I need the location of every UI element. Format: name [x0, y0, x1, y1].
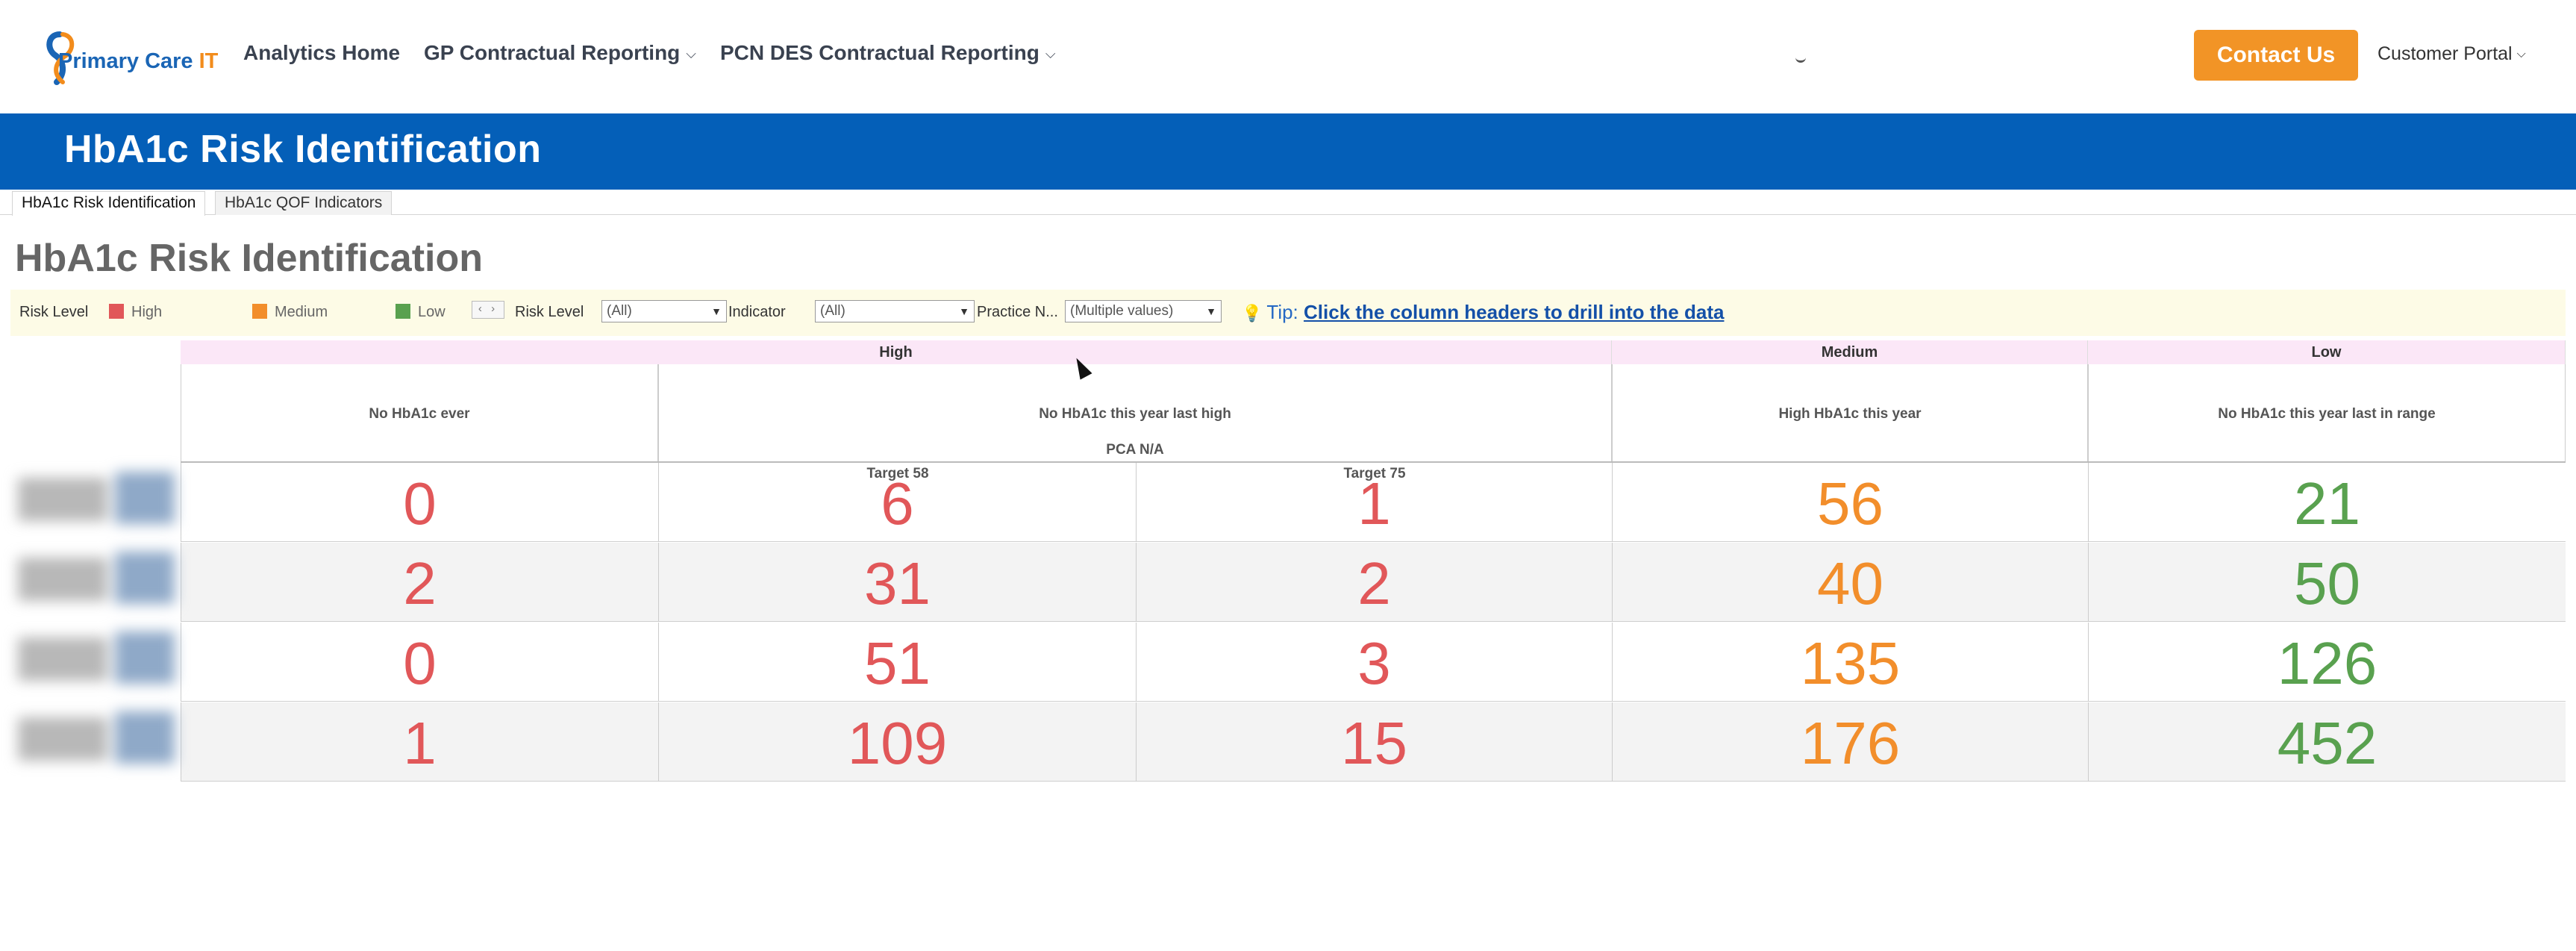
dashboard-tabs: HbA1c Risk Identification HbA1c QOF Indi…: [0, 190, 2576, 216]
filter-bar: Risk Level High Medium Low ‹ › Risk Leve…: [10, 290, 2566, 336]
table-cell[interactable]: 2: [1136, 543, 1612, 622]
risk-level-filter-label: Risk Level: [515, 304, 584, 320]
logo-text: rimary Care: [72, 49, 193, 73]
table-cell[interactable]: 3: [1136, 623, 1612, 702]
dropdown-arrow-icon: ▼: [711, 305, 722, 317]
legend-swatch-high[interactable]: [109, 304, 124, 319]
legend-label-low[interactable]: Low: [418, 304, 446, 320]
tab-hba1c-qof-indicators[interactable]: HbA1c QOF Indicators: [215, 191, 393, 215]
table-cell[interactable]: 135: [1612, 623, 2088, 702]
column-header-no-hba1c-this-year-last-high[interactable]: No HbA1c this year last high PCA N/A Tar…: [658, 364, 1612, 481]
table-cell[interactable]: 56: [1612, 463, 2088, 542]
customer-portal-menu[interactable]: Customer Portal ⌵: [2378, 43, 2526, 64]
contact-us-button[interactable]: Contact Us: [2194, 30, 2358, 81]
nav-pcn-des-contractual-reporting[interactable]: PCN DES Contractual Reporting ⌵: [720, 41, 1056, 64]
header-divider: [181, 461, 2566, 463]
indicator-dropdown[interactable]: (All) ▼: [815, 300, 975, 322]
chevron-down-icon: ⌵: [1045, 46, 1056, 62]
table-cell[interactable]: 176: [1612, 702, 2088, 782]
chevron-down-icon: ⌵: [686, 46, 696, 62]
logo-text-it: IT: [198, 49, 219, 73]
page-banner: HbA1c Risk Identification: [0, 113, 2576, 190]
table-row: 0 6 1 56 21: [181, 463, 2566, 542]
column-header-no-hba1c-ever[interactable]: No HbA1c ever: [181, 364, 658, 461]
dropdown-arrow-icon: ▼: [959, 305, 969, 317]
target-58-label: Target 58: [866, 466, 929, 481]
practice-filter-label: Practice N...: [977, 304, 1058, 320]
table-row: 2 31 2 40 50: [181, 543, 2566, 622]
loading-spinner-icon: [1795, 55, 1806, 63]
legend-swatch-medium[interactable]: [252, 304, 267, 319]
legend-swatch-low[interactable]: [396, 304, 410, 319]
table-cell[interactable]: 1: [1136, 463, 1612, 542]
risk-level-dropdown[interactable]: (All) ▼: [601, 300, 727, 322]
table-cell[interactable]: 126: [2088, 623, 2566, 702]
table-cell[interactable]: 452: [2088, 702, 2566, 782]
table-row: 0 51 3 135 126: [181, 623, 2566, 702]
banner-title: HbA1c Risk Identification: [64, 128, 542, 171]
legend-title: Risk Level: [19, 304, 89, 320]
band-header-medium[interactable]: Medium: [1612, 340, 2088, 364]
table-cell[interactable]: 2: [181, 543, 658, 622]
nav-gp-contractual-reporting[interactable]: GP Contractual Reporting ⌵: [424, 41, 696, 64]
redacted-row-label: [18, 464, 178, 536]
table-cell[interactable]: 1: [181, 702, 658, 782]
legend-label-high[interactable]: High: [131, 304, 163, 320]
pca-na-label: PCA N/A: [1106, 442, 1164, 458]
column-header-high-hba1c-this-year[interactable]: High HbA1c this year: [1612, 364, 2088, 461]
primary-care-it-logo[interactable]: Primary Care IT: [37, 30, 224, 87]
nav-analytics-home[interactable]: Analytics Home: [243, 41, 401, 64]
column-header-no-hba1c-this-year-last-in-range[interactable]: No HbA1c this year last in range: [2088, 364, 2566, 461]
table-cell[interactable]: 109: [658, 702, 1136, 782]
tab-hba1c-risk-identification[interactable]: HbA1c Risk Identification: [12, 191, 206, 216]
risk-crosstab: High Medium Low No HbA1c ever No HbA1c t…: [0, 340, 2576, 782]
table-cell[interactable]: 40: [1612, 543, 2088, 622]
redacted-row-label: [18, 544, 178, 616]
target-75-label: Target 75: [1343, 466, 1406, 481]
ribbon-logo-icon: [46, 31, 75, 85]
redacted-row-label: [18, 624, 178, 696]
practice-dropdown[interactable]: (Multiple values) ▼: [1065, 300, 1222, 322]
tip-label: Tip:: [1266, 301, 1298, 323]
top-navigation: Primary Care IT Analytics Home GP Contra…: [0, 0, 2576, 113]
table-cell[interactable]: 31: [658, 543, 1136, 622]
band-header-low[interactable]: Low: [2088, 340, 2566, 364]
indicator-filter-label: Indicator: [728, 304, 786, 320]
dropdown-arrow-icon: ▼: [1206, 305, 1216, 317]
lightbulb-icon: 💡: [1242, 304, 1263, 322]
table-row: 1 109 15 176 452: [181, 702, 2566, 782]
drill-into-data-link[interactable]: Click the column headers to drill into t…: [1304, 301, 1725, 323]
legend-pager-arrows-icon[interactable]: ‹ ›: [472, 301, 504, 319]
table-cell[interactable]: 15: [1136, 702, 1612, 782]
page-title: HbA1c Risk Identification: [15, 237, 483, 280]
band-header-high[interactable]: High: [181, 340, 1612, 364]
tip-message: 💡 Tip: Click the column headers to drill …: [1242, 301, 1724, 324]
table-cell[interactable]: 21: [2088, 463, 2566, 542]
legend-label-medium[interactable]: Medium: [275, 304, 328, 320]
table-cell[interactable]: 6: [658, 463, 1136, 542]
table-cell[interactable]: 50: [2088, 543, 2566, 622]
table-cell[interactable]: 0: [181, 623, 658, 702]
logo-letter-p: P: [58, 49, 73, 73]
table-cell[interactable]: 51: [658, 623, 1136, 702]
table-cell[interactable]: 0: [181, 463, 658, 542]
chevron-down-icon: ⌵: [2516, 48, 2526, 61]
redacted-row-label: [18, 704, 178, 776]
